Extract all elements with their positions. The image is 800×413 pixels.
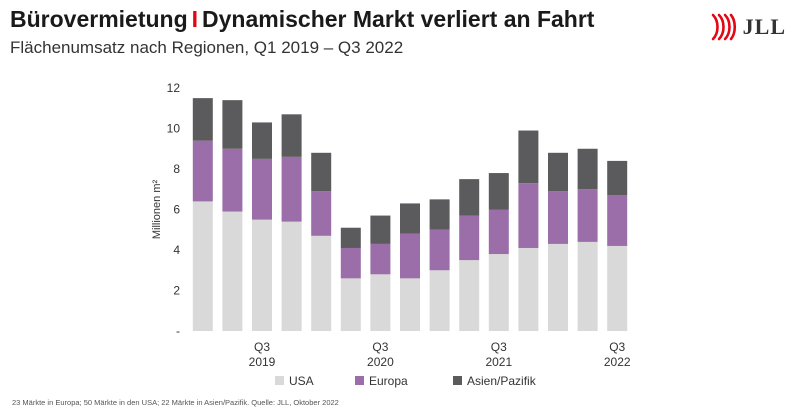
- bar-segment-asien-pazifik: [340, 227, 361, 248]
- legend-swatch: [355, 376, 364, 385]
- bar-segment-europa: [488, 209, 509, 255]
- bar-segment-asien-pazifik: [607, 160, 628, 196]
- x-tick-label: 2019: [249, 355, 276, 369]
- bar-segment-europa: [400, 233, 420, 279]
- bar-segment-europa: [607, 195, 628, 246]
- y-tick-label: 4: [173, 243, 180, 257]
- bar-segment-europa: [370, 243, 391, 275]
- bar-segment-europa: [459, 215, 480, 261]
- y-tick-label: 10: [167, 122, 181, 136]
- x-tick-label: Q3: [609, 340, 625, 354]
- bar-segment-usa: [548, 243, 568, 331]
- bar-segment-usa: [252, 219, 272, 331]
- legend-swatch: [453, 376, 462, 385]
- bar-segment-asien-pazifik: [281, 114, 302, 157]
- bar-segment-europa: [548, 191, 568, 244]
- bar-segment-usa: [192, 201, 213, 331]
- bar-segment-europa: [340, 247, 361, 279]
- bar-segment-asien-pazifik: [311, 152, 332, 192]
- y-tick-label: 2: [173, 284, 180, 298]
- bar-segment-usa: [370, 274, 391, 331]
- footnote: 23 Märkte in Europa; 50 Märkte in den US…: [12, 398, 339, 407]
- bar-segment-asien-pazifik: [577, 148, 598, 190]
- bar-segment-usa: [400, 278, 420, 331]
- x-tick-label: Q3: [254, 340, 270, 354]
- x-tick-label: 2021: [485, 355, 512, 369]
- x-tick-label: Q3: [372, 340, 388, 354]
- bar-segment-usa: [518, 247, 539, 331]
- bar-segment-usa: [222, 211, 243, 331]
- title-rest: Dynamischer Markt verliert an Fahrt: [202, 6, 595, 32]
- bar-segment-europa: [222, 148, 243, 212]
- bar-segment-asien-pazifik: [370, 215, 391, 244]
- legend-swatch: [275, 376, 284, 385]
- legend-label: Europa: [369, 374, 408, 388]
- y-axis-label: Millionen m²: [151, 180, 163, 240]
- bar-segment-usa: [311, 235, 332, 331]
- legend-label: Asien/Pazifik: [467, 374, 537, 388]
- x-tick-label: 2020: [367, 355, 394, 369]
- y-tick-label: 8: [173, 162, 180, 176]
- bar-segment-europa: [429, 229, 450, 271]
- y-tick-label: 12: [167, 81, 181, 95]
- bar-segment-usa: [607, 245, 628, 331]
- bar-segment-usa: [429, 270, 450, 331]
- bar-segment-usa: [281, 221, 302, 331]
- bar-segment-asien-pazifik: [192, 98, 213, 141]
- bar-segment-usa: [488, 254, 509, 331]
- bar-segment-europa: [252, 158, 272, 220]
- bar-segment-europa: [518, 183, 539, 248]
- bar-segment-usa: [577, 241, 598, 331]
- title-main: Bürovermietung: [10, 6, 188, 32]
- bar-segment-europa: [577, 189, 598, 242]
- jll-mark-icon: [711, 13, 736, 41]
- legend-label: USA: [289, 374, 314, 388]
- bar-segment-asien-pazifik: [252, 122, 272, 159]
- bar-segment-europa: [192, 140, 213, 202]
- bar-segment-europa: [311, 191, 332, 236]
- page-subtitle: Flächenumsatz nach Regionen, Q1 2019 – Q…: [10, 38, 404, 57]
- bar-segment-usa: [459, 260, 480, 331]
- y-tick-label: -: [176, 324, 180, 338]
- bar-segment-asien-pazifik: [459, 179, 480, 216]
- page-title: Bürovermietung I Dynamischer Markt verlier…: [10, 6, 594, 33]
- jll-logo: JLL: [709, 12, 786, 42]
- x-tick-label: 2022: [604, 355, 631, 369]
- bar-segment-asien-pazifik: [222, 100, 243, 149]
- title-separator: I: [191, 6, 199, 32]
- logo-text: JLL: [742, 14, 786, 39]
- bar-segment-europa: [281, 156, 302, 222]
- y-tick-label: 6: [173, 203, 180, 217]
- bar-segment-asien-pazifik: [400, 203, 420, 234]
- bar-segment-asien-pazifik: [429, 199, 450, 230]
- bar-segment-usa: [340, 278, 361, 331]
- bar-segment-asien-pazifik: [518, 130, 539, 184]
- x-tick-label: Q3: [491, 340, 507, 354]
- bar-segment-asien-pazifik: [548, 152, 568, 192]
- bar-segment-asien-pazifik: [488, 173, 509, 210]
